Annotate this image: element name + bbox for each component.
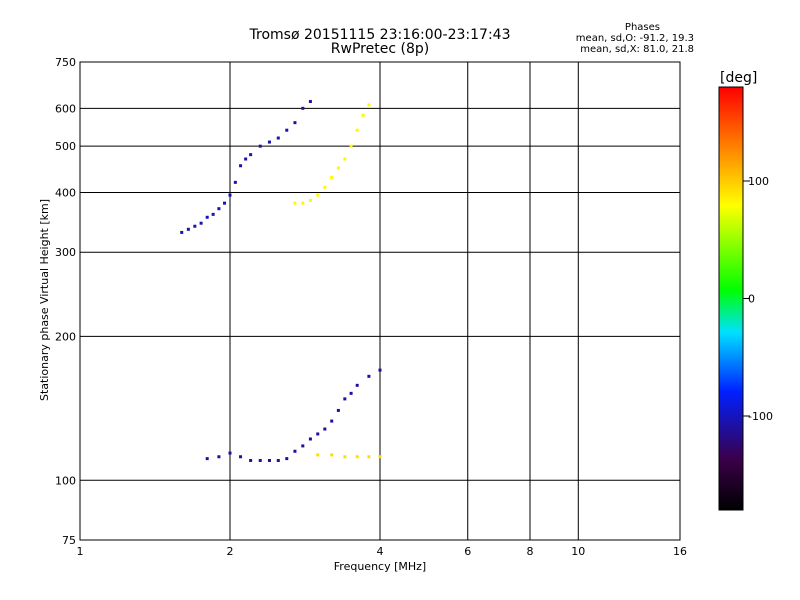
data-point xyxy=(244,157,248,161)
data-point xyxy=(349,144,353,148)
x-tick-label: 8 xyxy=(527,545,534,558)
data-point xyxy=(323,185,327,189)
data-point xyxy=(301,444,305,448)
data-point xyxy=(293,449,297,453)
data-point xyxy=(349,391,353,395)
data-point xyxy=(258,144,262,148)
data-point xyxy=(293,201,297,205)
data-point xyxy=(205,457,209,461)
data-point xyxy=(343,397,347,401)
data-point xyxy=(323,427,327,431)
colorbar-tick-label: -100 xyxy=(748,410,773,423)
data-point xyxy=(217,455,221,459)
data-point xyxy=(316,453,320,457)
data-point xyxy=(330,175,334,179)
data-point xyxy=(378,368,382,372)
stats-o-line: mean, sd,O: -91.2, 19.3 xyxy=(575,33,694,44)
x-tick-label: 4 xyxy=(377,545,384,558)
chart-subtitle: RwPretec (8p) xyxy=(330,41,430,57)
data-point xyxy=(367,374,371,378)
data-point xyxy=(316,432,320,436)
y-tick-label: 600 xyxy=(55,102,76,115)
data-point xyxy=(336,166,340,170)
data-point xyxy=(355,383,359,387)
data-point xyxy=(249,153,253,157)
colorbar-label: [deg] xyxy=(720,70,758,86)
data-point xyxy=(343,455,347,459)
x-tick-label: 16 xyxy=(673,545,687,558)
y-tick-label: 500 xyxy=(55,140,76,153)
x-tick-label: 2 xyxy=(227,545,234,558)
data-point xyxy=(217,207,221,211)
data-point xyxy=(308,198,312,202)
data-point xyxy=(367,103,371,107)
x-tick-label: 1 xyxy=(77,545,84,558)
data-point xyxy=(267,140,271,144)
data-point xyxy=(330,453,334,457)
y-tick-label: 750 xyxy=(55,56,76,69)
x-tick-label: 10 xyxy=(571,545,585,558)
data-point xyxy=(276,136,280,140)
data-point xyxy=(330,419,334,423)
grid-lines xyxy=(80,62,680,540)
data-point xyxy=(355,128,359,132)
data-point xyxy=(293,121,297,125)
data-point xyxy=(249,458,253,462)
y-tick-label: 75 xyxy=(62,534,76,547)
data-point xyxy=(355,455,359,459)
data-point xyxy=(228,193,232,197)
data-point xyxy=(211,212,215,216)
data-point xyxy=(239,455,243,459)
data-point xyxy=(285,457,289,461)
x-tick-label: 6 xyxy=(464,545,471,558)
data-points xyxy=(180,100,382,462)
y-tick-label: 100 xyxy=(55,474,76,487)
y-tick-label: 300 xyxy=(55,246,76,259)
y-tick-label: 400 xyxy=(55,186,76,199)
data-point xyxy=(308,437,312,441)
data-point xyxy=(343,157,347,161)
colorbar-tick-label: 100 xyxy=(748,175,769,188)
data-point xyxy=(316,193,320,197)
colorbar-tick-label: 0 xyxy=(748,293,755,306)
data-point xyxy=(361,113,365,117)
data-point xyxy=(233,180,237,184)
data-point xyxy=(228,451,232,455)
data-point xyxy=(276,458,280,462)
data-point xyxy=(223,201,227,205)
data-point xyxy=(301,106,305,110)
data-point xyxy=(301,201,305,205)
data-point xyxy=(367,455,371,459)
data-point xyxy=(378,455,382,459)
chart-title: Tromsø 20151115 23:16:00-23:17:43 xyxy=(249,27,511,43)
x-axis-label: Frequency [MHz] xyxy=(334,560,426,573)
data-point xyxy=(258,458,262,462)
data-point xyxy=(267,458,271,462)
colorbar-ticks: 100 0 -100 xyxy=(743,175,773,423)
data-point xyxy=(239,164,243,168)
data-point xyxy=(186,227,190,231)
data-point xyxy=(193,224,197,228)
y-axis-label: Stationary phase Virtual Height [km] xyxy=(38,199,51,401)
stats-heading: Phases xyxy=(624,22,660,33)
data-point xyxy=(180,230,184,234)
data-point xyxy=(336,408,340,412)
colorbar xyxy=(718,86,744,511)
data-point xyxy=(199,221,203,225)
data-point xyxy=(205,215,209,219)
data-point xyxy=(308,100,312,104)
y-tick-label: 200 xyxy=(55,330,76,343)
data-point xyxy=(285,128,289,132)
stats-x-line: mean, sd,X: 81.0, 21.8 xyxy=(580,44,694,55)
axis-ticks: 1 2 4 6 8 10 16 75 100 200 300 400 500 600 750 xyxy=(55,56,687,558)
